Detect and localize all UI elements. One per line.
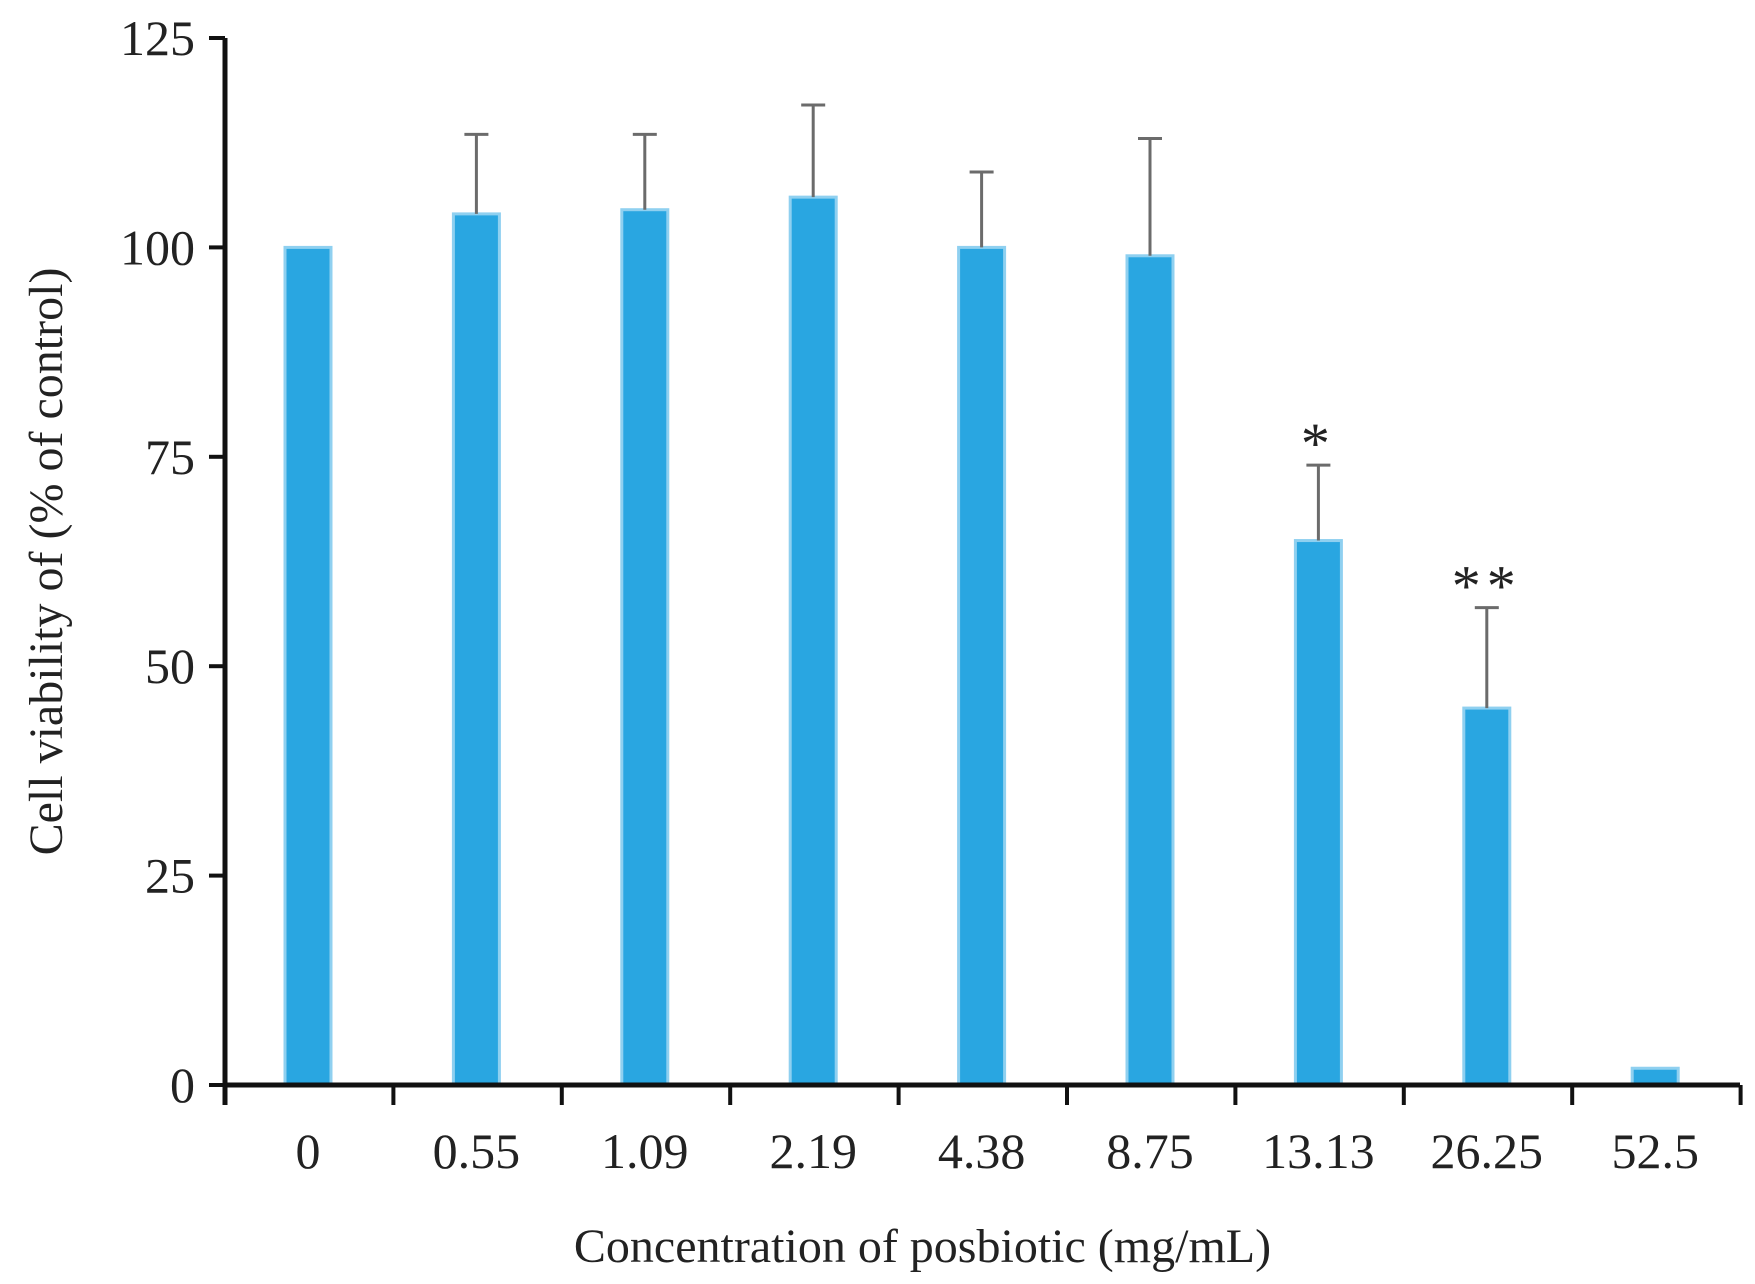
y-tick-label: 125 — [120, 10, 195, 66]
significance-marker: ** — [1452, 554, 1522, 619]
x-ticks-layer: 0 0.55 1.09 2.19 4.38 8.75 13.13 26.25 52.5 — [223, 1085, 1743, 1179]
x-tick-label: 26.25 — [1431, 1123, 1544, 1179]
bar-52-5 — [1630, 1066, 1680, 1087]
y-tick-label: 100 — [120, 219, 195, 275]
y-tick-label: 25 — [145, 848, 195, 904]
x-tick-label: 13.13 — [1262, 1123, 1375, 1179]
significance-layer: *** — [1301, 411, 1522, 619]
x-tick-label: 4.38 — [938, 1123, 1026, 1179]
bar-13-13 — [1293, 539, 1343, 1087]
bar-0 — [283, 245, 333, 1087]
y-tick-label: 0 — [170, 1057, 195, 1113]
bar-2-19 — [788, 195, 838, 1087]
x-tick-label: 52.5 — [1611, 1123, 1699, 1179]
y-ticks-layer: 0 25 50 75 100 125 — [120, 10, 225, 1113]
error-bars-layer — [464, 103, 1499, 709]
bar-0-55 — [451, 212, 501, 1087]
x-tick-label: 2.19 — [769, 1123, 857, 1179]
bar-1-09 — [620, 208, 670, 1087]
x-tick-label: 8.75 — [1106, 1123, 1194, 1179]
bar-8-75 — [1125, 254, 1175, 1087]
significance-marker: * — [1301, 411, 1336, 476]
bar-4-38 — [957, 245, 1007, 1087]
bar-26-25 — [1462, 706, 1512, 1087]
y-tick-label: 75 — [145, 429, 195, 485]
bars-layer — [283, 195, 1680, 1087]
axes-layer — [222, 38, 1740, 1105]
y-tick-label: 50 — [145, 638, 195, 694]
x-tick-label: 0 — [296, 1123, 321, 1179]
x-tick-label: 0.55 — [433, 1123, 521, 1179]
x-tick-label: 1.09 — [601, 1123, 689, 1179]
y-axis-title: Cell viability of (% of control) — [20, 268, 73, 856]
x-axis-title: Concentration of posbiotic (mg/mL) — [574, 1220, 1271, 1273]
